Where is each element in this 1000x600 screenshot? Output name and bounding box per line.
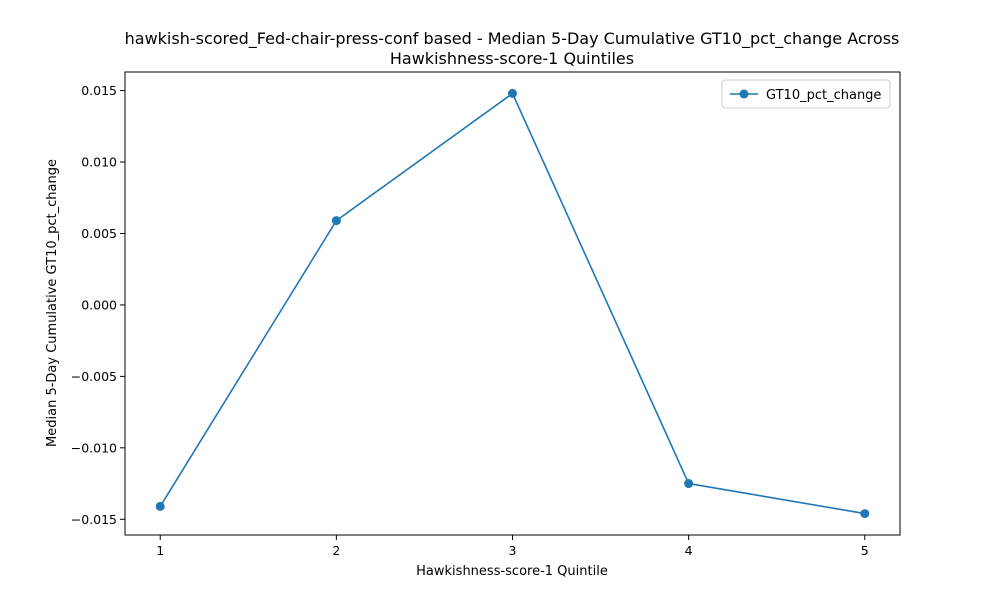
- x-tick-label: 5: [861, 543, 869, 558]
- chart-title-line-2: Hawkishness-score-1 Quintiles: [390, 49, 634, 68]
- chart-title-line-1: hawkish-scored_Fed-chair-press-conf base…: [125, 29, 900, 49]
- x-tick-label: 3: [509, 543, 517, 558]
- legend-marker: [739, 89, 749, 99]
- y-tick-label: 0.010: [81, 155, 117, 170]
- chart-title: hawkish-scored_Fed-chair-press-conf base…: [125, 29, 900, 68]
- y-tick-label: −0.010: [71, 440, 117, 455]
- y-axis-label: Median 5-Day Cumulative GT10_pct_change: [45, 159, 60, 447]
- data-point: [684, 479, 694, 489]
- data-point: [508, 88, 517, 98]
- y-tick-label: 0.000: [81, 297, 117, 312]
- plot-frame: [124, 71, 901, 536]
- y-tick-label: −0.005: [71, 369, 117, 384]
- x-axis-label: Hawkishness-score-1 Quintile: [416, 564, 608, 579]
- data-point: [155, 501, 165, 511]
- legend: GT10_pct_change: [721, 79, 891, 109]
- x-tick-label: 4: [685, 543, 693, 558]
- plot-area: [124, 71, 901, 536]
- legend-label: GT10_pct_change: [766, 88, 881, 103]
- legend-box: [721, 79, 891, 109]
- y-tick-label: −0.015: [71, 512, 117, 527]
- x-tick-label: 1: [156, 543, 164, 558]
- y-tick-label: 0.015: [81, 83, 117, 98]
- y-tick-label: 0.005: [81, 226, 117, 241]
- data-point: [331, 216, 341, 226]
- x-axis-ticks: 1 2 3 4 5: [156, 535, 869, 558]
- data-point: [860, 509, 870, 519]
- y-axis-ticks: −0.015 −0.010 −0.005 0.000 0.005 0.010 0.015: [71, 83, 125, 527]
- x-tick-label: 2: [332, 543, 340, 558]
